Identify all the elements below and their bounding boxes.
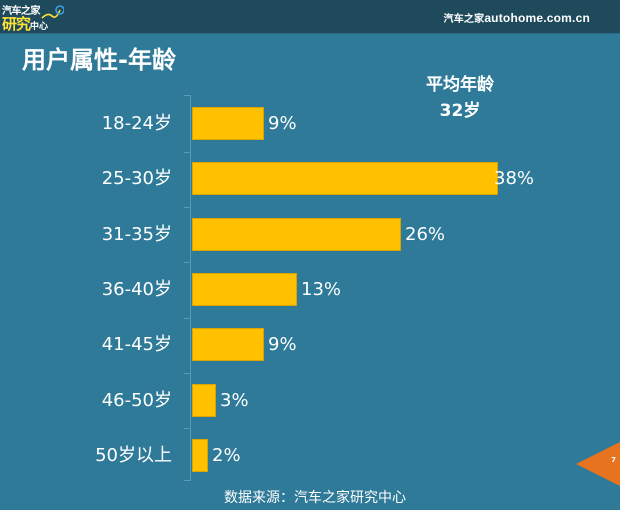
logo-swoosh-icon [41, 5, 64, 19]
axis-tick [184, 318, 191, 319]
site-name-cn: 汽车之家 [443, 14, 485, 25]
value-label: 9% [268, 334, 297, 355]
bar [192, 328, 264, 361]
axis-tick [184, 262, 191, 263]
top-banner: 汽车之家 研究中心 汽车之家autohome.com.cn [0, 0, 620, 34]
logo-text-bottom: 研究中心 [2, 13, 48, 34]
bar-row: 36-40岁 13% [0, 273, 620, 307]
category-label: 50岁以上 [95, 445, 172, 466]
logo-text-top: 汽车之家 [2, 6, 41, 17]
logo-text-small: 中心 [30, 22, 49, 32]
category-label: 25-30岁 [101, 168, 172, 189]
bar-row: 50岁以上 2% [0, 439, 620, 473]
bar-row: 46-50岁 3% [0, 384, 620, 418]
logo-text-big: 研究 [2, 15, 31, 33]
axis-tick [184, 480, 191, 481]
average-age-value: 32岁 [439, 101, 481, 121]
bar [192, 107, 264, 140]
axis-tick [184, 428, 191, 429]
site-brand: 汽车之家autohome.com.cn [444, 10, 591, 25]
axis-tick [184, 95, 191, 96]
average-age-callout: 平均年龄 32岁 [400, 72, 520, 124]
bar-row: 41-45岁 9% [0, 328, 620, 362]
value-label: 26% [405, 224, 446, 245]
axis-tick [184, 152, 191, 153]
bar-row: 25-30岁 38% [0, 162, 620, 196]
category-label: 36-40岁 [101, 279, 172, 300]
value-label: 3% [220, 390, 249, 411]
value-label: 13% [301, 279, 342, 300]
bar [192, 439, 208, 472]
category-label: 31-35岁 [101, 224, 172, 245]
autohome-research-logo: 汽车之家 研究中心 [2, 2, 64, 34]
page-title: 用户属性-年龄 [22, 46, 176, 74]
axis-tick [184, 373, 191, 374]
data-source: 数据来源：汽车之家研究中心 [224, 490, 406, 506]
category-axis [190, 95, 191, 480]
site-url: autohome.com.cn [484, 11, 590, 25]
average-age-label: 平均年龄 [426, 75, 494, 95]
bar-row: 31-35岁 26% [0, 218, 620, 252]
bar [192, 218, 401, 251]
bar [192, 162, 498, 195]
page-number-badge [576, 442, 620, 486]
bar [192, 273, 297, 306]
value-label: 2% [212, 445, 241, 466]
value-label: 38% [494, 168, 535, 189]
page-number: 7 [611, 456, 616, 464]
category-label: 46-50岁 [101, 390, 172, 411]
category-label: 18-24岁 [101, 113, 172, 134]
axis-tick [184, 207, 191, 208]
bar-row: 18-24岁 9% [0, 107, 620, 141]
category-label: 41-45岁 [101, 334, 172, 355]
bar [192, 384, 216, 417]
value-label: 9% [268, 113, 297, 134]
